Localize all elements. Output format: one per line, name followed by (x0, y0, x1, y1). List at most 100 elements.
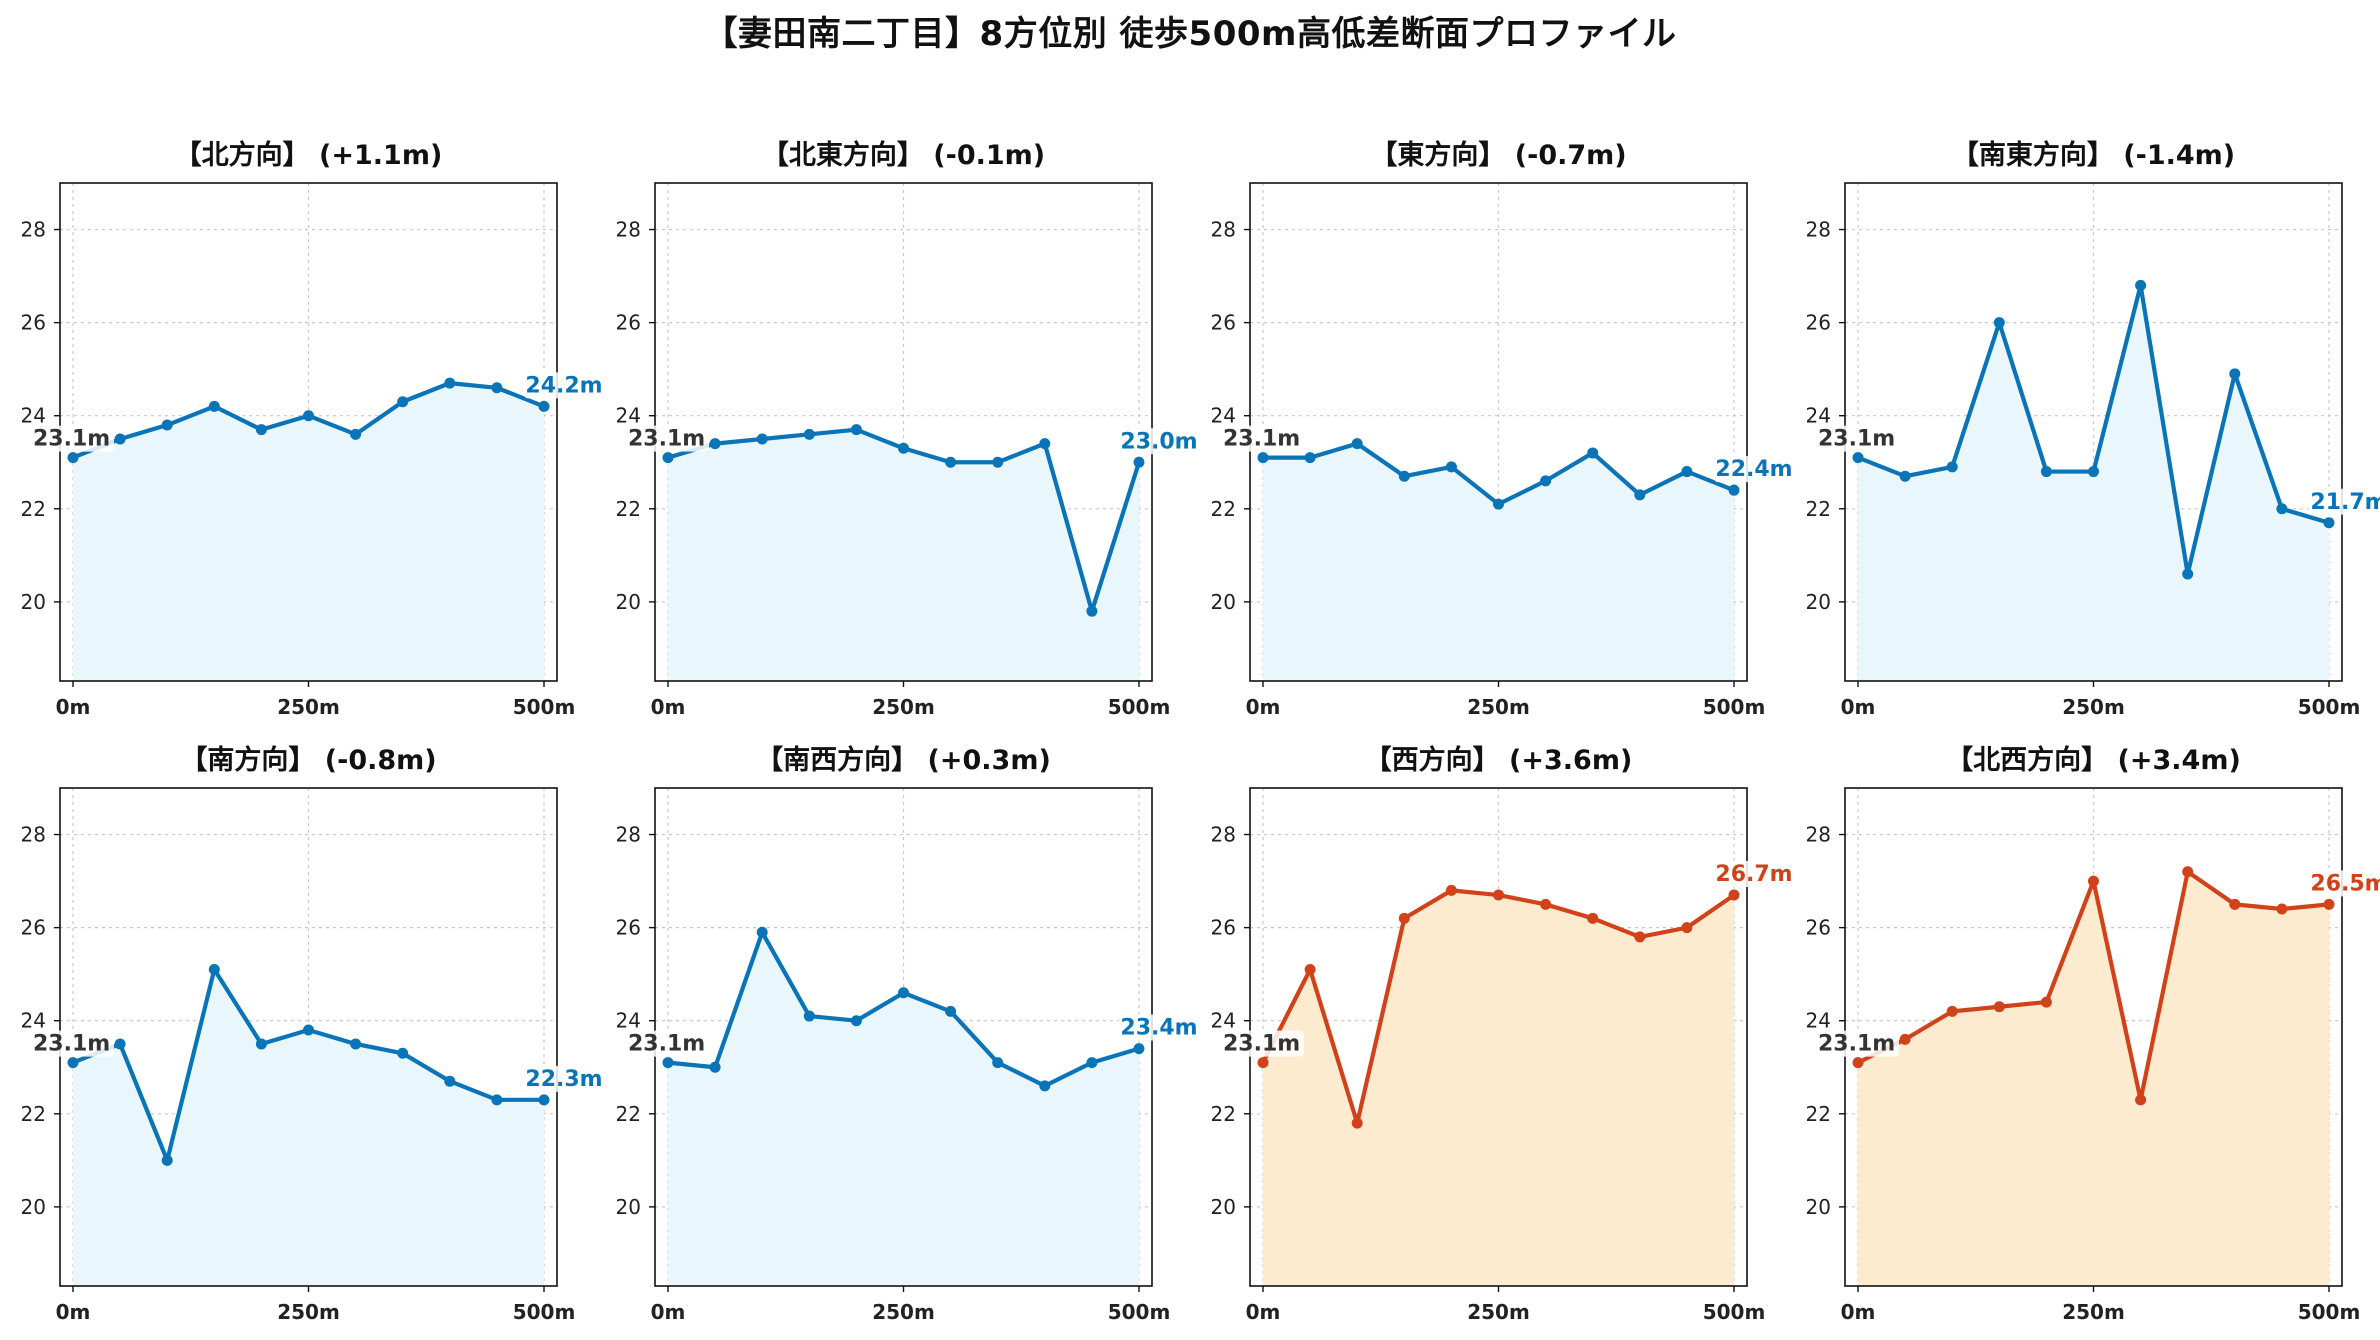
data-point (67, 1057, 79, 1069)
x-tick-label: 0m (651, 1300, 686, 1324)
data-point (1587, 912, 1599, 924)
y-tick-label: 20 (1806, 590, 1831, 614)
data-point (350, 428, 362, 440)
area-fill (1858, 871, 2329, 1286)
start-label-bg (30, 1030, 114, 1057)
y-tick-label: 22 (21, 497, 46, 521)
end-elevation-label: 24.2m (525, 373, 602, 398)
data-point (1445, 461, 1457, 473)
data-point (1398, 470, 1410, 482)
data-point (756, 433, 768, 445)
data-point (1899, 470, 1911, 482)
end-elevation-label: 21.7m (2310, 490, 2380, 515)
profile-panel: 【北方向】 (+1.1m) 20 22 24 26 28 0m 250m 500m 23.1m 24… (21, 139, 606, 719)
y-tick-label: 24 (1806, 1009, 1831, 1033)
start-label-bg (1220, 425, 1304, 452)
panel-title: 【南西方向】 (+0.3m) (756, 744, 1051, 776)
y-tick-label: 20 (616, 1195, 641, 1219)
data-point (945, 456, 957, 468)
data-point (1304, 452, 1316, 464)
data-point (2135, 279, 2147, 291)
data-point (1852, 452, 1864, 464)
data-point (1257, 1057, 1269, 1069)
data-point (208, 964, 220, 976)
end-label-bg (1714, 861, 1796, 888)
end-label-bg (524, 372, 606, 399)
start-label-bg (1815, 425, 1899, 452)
data-point (1728, 484, 1740, 496)
panel-title: 【南方向】 (-0.8m) (180, 744, 436, 776)
profile-panel: 【南方向】 (-0.8m) 20 22 24 26 28 0m 250m 500m 23.1m 22… (21, 744, 606, 1324)
y-tick-label: 26 (21, 311, 46, 335)
x-tick-label: 500m (513, 695, 576, 719)
y-tick-label: 28 (1211, 823, 1236, 847)
area-fill (73, 969, 544, 1286)
y-tick-label: 24 (1806, 404, 1831, 428)
y-tick-label: 28 (21, 218, 46, 242)
start-label-bg (1220, 1030, 1304, 1057)
data-point (1993, 1001, 2005, 1013)
end-label-bg (1714, 456, 1796, 483)
data-point (1133, 1043, 1145, 1055)
area-fill (1858, 285, 2329, 681)
profile-panel: 【東方向】 (-0.7m) 20 22 24 26 28 0m 250m 500m 23.1m 22… (1211, 139, 1796, 719)
data-point (662, 452, 674, 464)
data-point (1086, 1057, 1098, 1069)
profile-panel: 【南西方向】 (+0.3m) 20 22 24 26 28 0m 250m 500m 23.1m 2… (616, 744, 1201, 1324)
y-tick-label: 22 (1806, 1102, 1831, 1126)
start-elevation-label: 23.1m (1818, 1032, 1895, 1057)
end-label-bg (1119, 428, 1201, 455)
data-point (2040, 996, 2052, 1008)
data-point (2135, 1094, 2147, 1106)
x-tick-label: 500m (1108, 695, 1171, 719)
profile-panel: 【南東方向】 (-1.4m) 20 22 24 26 28 0m 250m 500m 23.1m 2… (1806, 139, 2380, 719)
data-point (350, 1038, 362, 1050)
data-point (1540, 898, 1552, 910)
data-point (2276, 903, 2288, 915)
panel-title: 【東方向】 (-0.7m) (1370, 139, 1626, 171)
data-point (538, 1094, 550, 1106)
y-tick-label: 22 (1211, 497, 1236, 521)
x-tick-label: 500m (1108, 1300, 1171, 1324)
x-tick-label: 0m (56, 695, 91, 719)
data-point (709, 1061, 721, 1073)
data-point (1728, 889, 1740, 901)
x-tick-label: 0m (1246, 695, 1281, 719)
end-elevation-label: 26.5m (2310, 871, 2380, 896)
start-label-bg (625, 425, 709, 452)
data-point (303, 410, 314, 422)
x-tick-label: 250m (2062, 695, 2125, 719)
data-point (662, 1057, 674, 1069)
y-tick-label: 20 (1211, 1195, 1236, 1219)
x-tick-label: 250m (1467, 695, 1530, 719)
data-point (898, 987, 909, 999)
x-tick-label: 500m (1703, 695, 1766, 719)
profile-panel: 【西方向】 (+3.6m) 20 22 24 26 28 0m 250m 500m 23.1m 26… (1211, 744, 1796, 1324)
start-elevation-label: 23.1m (33, 1032, 110, 1057)
y-tick-label: 24 (1211, 1009, 1236, 1033)
data-point (1304, 964, 1316, 976)
y-tick-label: 26 (616, 916, 641, 940)
data-point (2323, 517, 2335, 529)
data-point (1398, 912, 1410, 924)
y-tick-label: 20 (21, 590, 46, 614)
profile-panel: 【北東方向】 (-0.1m) 20 22 24 26 28 0m 250m 500m 23.1m 2… (616, 139, 1201, 719)
data-point (1086, 605, 1098, 617)
data-point (756, 926, 768, 938)
x-tick-label: 250m (1467, 1300, 1530, 1324)
start-elevation-label: 23.1m (33, 427, 110, 452)
data-point (538, 400, 550, 412)
data-point (1681, 466, 1693, 478)
data-point (2276, 503, 2288, 515)
end-label-bg (2309, 870, 2380, 897)
data-point (2182, 568, 2194, 580)
data-point (1634, 489, 1646, 501)
data-point (1899, 1033, 1911, 1045)
data-point (2323, 898, 2335, 910)
end-label-bg (1119, 1014, 1201, 1041)
data-point (161, 1154, 173, 1166)
x-tick-label: 250m (872, 695, 935, 719)
start-elevation-label: 23.1m (1818, 427, 1895, 452)
y-tick-label: 22 (616, 1102, 641, 1126)
y-tick-label: 28 (21, 823, 46, 847)
